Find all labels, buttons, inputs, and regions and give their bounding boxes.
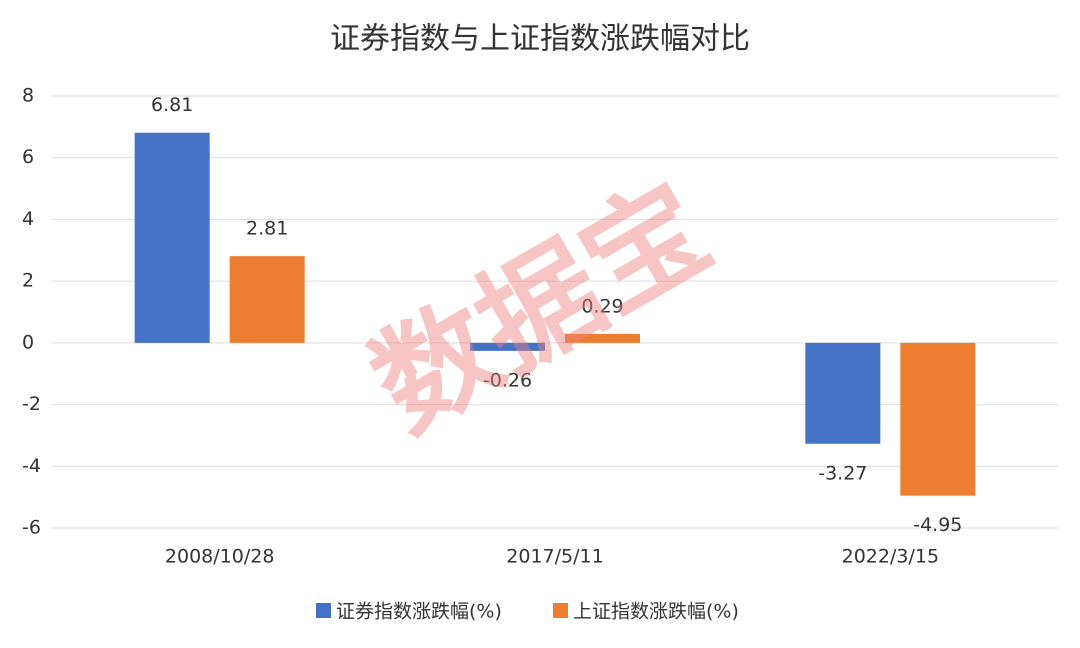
bar — [470, 342, 545, 351]
value-label: 0.29 — [581, 295, 623, 317]
value-label: -3.27 — [818, 462, 867, 484]
y-tick-label: -4 — [22, 455, 41, 477]
x-tick-label: 2017/5/11 — [506, 546, 603, 568]
chart-title: 证券指数与上证指数涨跌幅对比 — [330, 22, 750, 57]
legend-swatch — [316, 603, 331, 618]
y-tick-label: 6 — [22, 146, 34, 168]
bar — [134, 132, 210, 343]
legend-swatch — [553, 603, 568, 618]
legend-label: 证券指数涨跌幅(%) — [336, 601, 502, 623]
y-tick-label: 2 — [22, 270, 34, 292]
y-tick-label: 8 — [22, 85, 34, 107]
y-tick-label: -2 — [22, 393, 41, 415]
bar — [565, 333, 640, 343]
value-label: 6.81 — [151, 94, 193, 116]
watermark: 数据宝 — [350, 158, 731, 458]
bar — [229, 256, 305, 343]
x-tick-label: 2022/3/15 — [842, 546, 939, 568]
y-tick-label: 4 — [22, 208, 34, 230]
y-tick-label: -6 — [22, 517, 41, 539]
value-label: -4.95 — [913, 514, 962, 536]
legend-label: 上证指数涨跌幅(%) — [573, 601, 739, 623]
value-label: 2.81 — [246, 218, 288, 240]
y-tick-label: 0 — [22, 331, 34, 353]
value-label: -0.26 — [483, 369, 532, 391]
bar — [900, 342, 976, 496]
bar — [805, 342, 881, 444]
x-tick-label: 2008/10/28 — [165, 546, 275, 568]
